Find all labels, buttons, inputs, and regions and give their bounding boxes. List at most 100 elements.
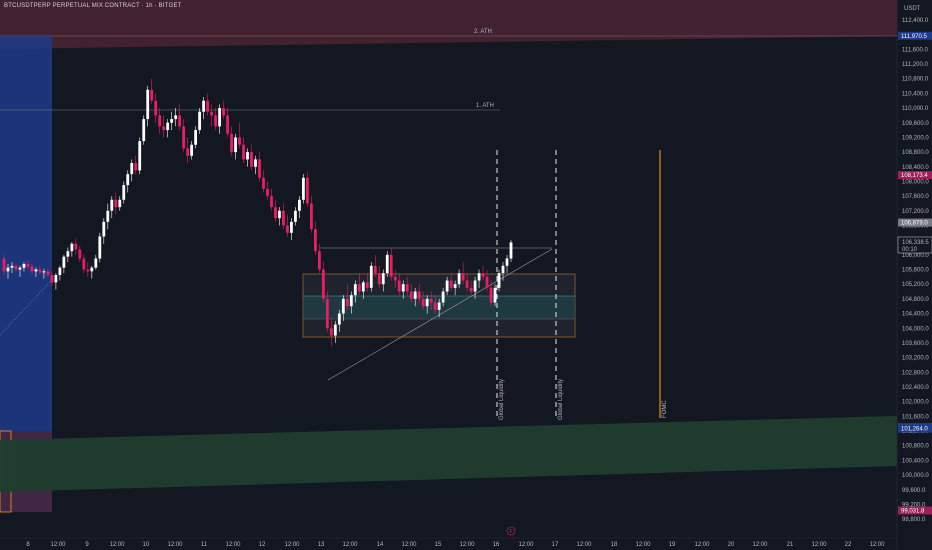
time-tick: 10 bbox=[143, 542, 150, 548]
candle-bull bbox=[6, 267, 10, 272]
price-tick: 109,200.0 bbox=[902, 135, 929, 141]
candle-bull bbox=[278, 210, 281, 219]
liquidity-label-2: Global Liquidity bbox=[558, 379, 564, 420]
candle-bull bbox=[138, 141, 142, 171]
candle-bull bbox=[18, 267, 22, 270]
time-tick: 12:00 bbox=[342, 542, 358, 548]
candle-bull bbox=[174, 115, 178, 120]
current-price-countdown: 00:10 bbox=[902, 247, 918, 253]
candle-bull bbox=[349, 295, 353, 307]
price-tick: 109,600.0 bbox=[902, 121, 929, 127]
candle-bear bbox=[158, 115, 162, 127]
time-tick: 12:00 bbox=[167, 542, 183, 548]
candle-bear bbox=[266, 188, 269, 197]
candle-bear bbox=[50, 275, 54, 283]
price-tick: 102,000.0 bbox=[902, 400, 929, 406]
candle-bull bbox=[126, 174, 130, 186]
candle-bear bbox=[393, 276, 397, 281]
time-tick: 14 bbox=[377, 542, 384, 548]
ath2-label: 2. ATH bbox=[474, 29, 492, 35]
ascending-trendline bbox=[327, 248, 553, 381]
price-tick: 102,800.0 bbox=[902, 370, 929, 376]
price-tick: 106,000.0 bbox=[902, 253, 929, 259]
candle-bull bbox=[42, 271, 46, 273]
price-tick: 99,200.0 bbox=[902, 502, 926, 508]
candle-bear bbox=[485, 276, 489, 288]
price-tick: 104,400.0 bbox=[902, 312, 929, 318]
candle-bear bbox=[242, 144, 245, 160]
candle-bear bbox=[226, 115, 229, 134]
candle-bear bbox=[433, 302, 437, 310]
time-tick: 21 bbox=[787, 542, 794, 548]
candle-bear bbox=[489, 287, 493, 303]
candle-bear bbox=[481, 273, 485, 277]
price-tag-label: 106,879.0 bbox=[901, 221, 928, 227]
price-tick: 108,400.0 bbox=[902, 165, 929, 171]
candle-bull bbox=[497, 273, 501, 288]
candle-bear bbox=[114, 199, 118, 208]
time-tick: 12:00 bbox=[401, 542, 417, 548]
price-tag: 106,879.0 bbox=[898, 218, 932, 227]
price-tick: 104,800.0 bbox=[902, 297, 929, 303]
candle-bear bbox=[365, 282, 369, 288]
price-tick: 108,800.0 bbox=[902, 150, 929, 156]
price-tag-label: 101,264.0 bbox=[901, 427, 928, 433]
candle-bear bbox=[449, 280, 453, 288]
watermark-letter: F bbox=[510, 529, 513, 535]
candle-bear bbox=[417, 291, 421, 299]
price-tick: 98,800.0 bbox=[902, 517, 926, 523]
candles-group bbox=[2, 78, 513, 347]
price-ticks: 112,400.0112,000.0111,600.0111,200.0110,… bbox=[902, 18, 929, 523]
candle-bear bbox=[313, 229, 317, 252]
candle-bear bbox=[222, 108, 225, 116]
price-axis-panel[interactable] bbox=[897, 0, 932, 550]
candle-bull bbox=[381, 273, 385, 285]
candle-bull bbox=[509, 242, 513, 259]
candle-bull bbox=[441, 291, 445, 303]
candle-bear bbox=[357, 284, 361, 292]
price-tick: 99,600.0 bbox=[902, 488, 926, 494]
candle-bear bbox=[2, 258, 6, 272]
time-tick: 19 bbox=[669, 542, 676, 548]
candle-bull bbox=[62, 256, 66, 268]
time-tick: 12:00 bbox=[518, 542, 534, 548]
price-tag-label: 99,031.8 bbox=[901, 508, 925, 514]
candle-bear bbox=[262, 177, 265, 189]
time-tick: 15 bbox=[435, 542, 442, 548]
candle-bear bbox=[309, 203, 313, 230]
candle-bear bbox=[461, 273, 465, 281]
candle-bear bbox=[150, 89, 154, 101]
candle-bear bbox=[465, 280, 469, 288]
blue-zone-dotted-line bbox=[0, 279, 53, 336]
price-tick: 102,400.0 bbox=[902, 385, 929, 391]
candle-bear bbox=[86, 269, 90, 272]
time-tick: 16 bbox=[493, 542, 500, 548]
candle-bear bbox=[377, 273, 381, 285]
price-tick: 105,600.0 bbox=[902, 268, 929, 274]
candle-bull bbox=[294, 210, 297, 222]
candle-bear bbox=[405, 284, 409, 292]
candle-bear bbox=[30, 266, 34, 272]
candle-bear bbox=[14, 265, 18, 270]
candle-bear bbox=[429, 298, 433, 303]
candle-bull bbox=[90, 267, 94, 272]
candle-bull bbox=[457, 273, 461, 285]
candle-bear bbox=[238, 137, 241, 145]
candle-bear bbox=[258, 159, 261, 178]
time-tick: 22 bbox=[845, 542, 852, 548]
price-tick: 100,400.0 bbox=[902, 458, 929, 464]
time-tick: 20 bbox=[728, 542, 735, 548]
current-price-label: 106,338.5 bbox=[902, 240, 929, 246]
candle-bear bbox=[373, 265, 377, 274]
ath-zone bbox=[0, 0, 897, 49]
price-tick: 105,200.0 bbox=[902, 282, 929, 288]
price-tick: 100,800.0 bbox=[902, 444, 929, 450]
price-tick: 112,400.0 bbox=[902, 18, 929, 24]
candle-bear bbox=[26, 263, 30, 267]
candle-bull bbox=[194, 130, 198, 145]
green-channel bbox=[0, 416, 897, 492]
watermark-logo bbox=[506, 526, 516, 536]
time-tick: 12:00 bbox=[284, 542, 300, 548]
candle-bear bbox=[214, 115, 217, 127]
